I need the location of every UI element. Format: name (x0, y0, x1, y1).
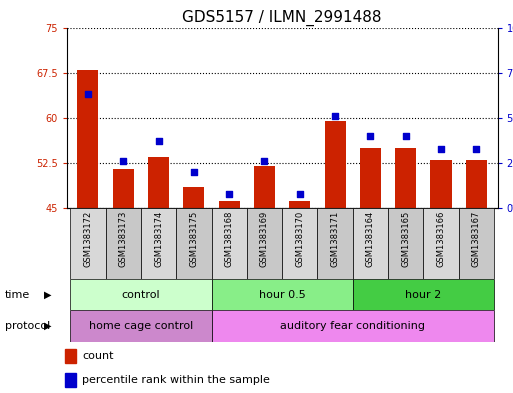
Text: hour 0.5: hour 0.5 (259, 290, 306, 300)
Bar (141, 208, 176, 279)
Bar (247, 208, 282, 279)
Point (366, 133, 374, 139)
Bar (282, 208, 318, 279)
Bar (353, 279, 494, 310)
Text: GSM1383171: GSM1383171 (331, 210, 340, 267)
Point (331, 113, 339, 119)
Text: GSM1383165: GSM1383165 (401, 210, 410, 267)
Text: home cage control: home cage control (89, 321, 193, 331)
Bar (325, 121, 346, 208)
Text: GSM1383167: GSM1383167 (472, 210, 481, 267)
Text: GSM1383170: GSM1383170 (295, 210, 304, 267)
Bar (395, 148, 417, 208)
Text: GSM1383172: GSM1383172 (84, 210, 92, 267)
Bar (318, 208, 353, 279)
Point (154, 138, 163, 145)
Bar (423, 208, 459, 279)
Bar (211, 208, 247, 279)
Text: ▶: ▶ (44, 321, 51, 331)
Text: count: count (82, 351, 114, 361)
Bar (70, 279, 211, 310)
Point (261, 158, 269, 164)
Bar (70, 208, 106, 279)
Bar (388, 208, 423, 279)
Text: percentile rank within the sample: percentile rank within the sample (82, 375, 270, 385)
Bar (466, 160, 487, 208)
Text: GSM1383173: GSM1383173 (119, 210, 128, 267)
Text: GSM1383175: GSM1383175 (189, 210, 199, 267)
Text: GSM1383164: GSM1383164 (366, 210, 375, 267)
Bar (211, 279, 353, 310)
Bar (353, 208, 388, 279)
Text: ▶: ▶ (44, 290, 51, 300)
Point (437, 145, 445, 152)
Bar (77, 70, 98, 208)
Bar (211, 310, 494, 342)
Bar (148, 157, 169, 208)
Point (225, 191, 233, 197)
Bar (219, 201, 240, 208)
Bar (183, 187, 205, 208)
Point (190, 169, 198, 175)
Bar (430, 160, 451, 208)
Text: GSM1383174: GSM1383174 (154, 210, 163, 267)
Text: auditory fear conditioning: auditory fear conditioning (280, 321, 425, 331)
Text: GSM1383168: GSM1383168 (225, 210, 233, 267)
Point (119, 158, 127, 164)
Point (295, 191, 304, 197)
Bar (360, 148, 381, 208)
Text: control: control (122, 290, 160, 300)
Bar (65, 349, 76, 364)
Point (402, 133, 410, 139)
Title: GDS5157 / ILMN_2991488: GDS5157 / ILMN_2991488 (183, 10, 382, 26)
Point (472, 145, 481, 152)
Bar (459, 208, 494, 279)
Text: hour 2: hour 2 (405, 290, 442, 300)
Bar (176, 208, 211, 279)
Bar (113, 169, 134, 208)
Bar (254, 166, 275, 208)
Point (84, 91, 92, 97)
Text: protocol: protocol (5, 321, 50, 331)
Text: time: time (5, 290, 30, 300)
Text: GSM1383166: GSM1383166 (437, 210, 446, 267)
Text: GSM1383169: GSM1383169 (260, 210, 269, 267)
Bar (106, 208, 141, 279)
Bar (70, 310, 211, 342)
Bar (289, 201, 310, 208)
Bar (65, 373, 76, 387)
